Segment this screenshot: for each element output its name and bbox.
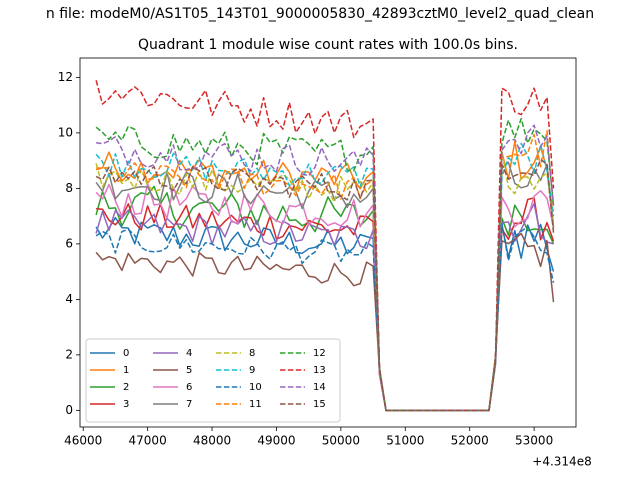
legend-label: 7	[186, 399, 192, 410]
legend-label: 8	[249, 348, 255, 359]
legend-label: 0	[123, 348, 129, 359]
legend-label: 2	[123, 382, 129, 393]
series-line-15	[95, 158, 555, 412]
legend-label: 13	[313, 365, 326, 376]
x-axis: 46000 47000 48000 49000 50000 51000 52000 53000	[64, 427, 553, 448]
y-tick-label: 0	[65, 403, 73, 417]
y-tick-label: 12	[58, 70, 73, 84]
y-tick-label: 4	[65, 292, 73, 306]
legend-label: 5	[186, 365, 192, 376]
x-tick-label: 53000	[515, 434, 553, 448]
series-layer	[95, 80, 555, 412]
chart-title: Quadrant 1 module wise count rates with …	[138, 37, 518, 53]
x-tick-label: 46000	[64, 434, 102, 448]
series-line-11	[95, 130, 555, 412]
x-tick-label: 48000	[193, 434, 231, 448]
y-tick-label: 8	[65, 181, 73, 195]
legend-label: 15	[313, 399, 326, 410]
figure-suptitle: n file: modeM0/AS1T05_143T01_9000005830_…	[46, 6, 594, 22]
x-tick-label: 51000	[386, 434, 424, 448]
plot-area	[79, 57, 577, 428]
x-tick-label: 50000	[322, 434, 360, 448]
x-tick-label: 52000	[451, 434, 489, 448]
legend-label: 4	[186, 348, 192, 359]
legend-box	[85, 338, 341, 423]
x-tick-label: 47000	[129, 434, 167, 448]
y-axis: 0 2 4 6 8 10 12	[58, 70, 80, 417]
y-tick-label: 2	[65, 347, 73, 361]
legend-label: 14	[313, 382, 326, 393]
y-tick-label: 10	[58, 125, 73, 139]
y-tick-label: 6	[65, 236, 73, 250]
x-axis-offset-label: +4.314e8	[532, 455, 591, 469]
legend-label: 10	[249, 382, 262, 393]
legend-label: 9	[249, 365, 255, 376]
legend-label: 11	[249, 399, 262, 410]
legend-label: 6	[186, 382, 192, 393]
axes-frame	[79, 57, 577, 428]
legend-label: 1	[123, 365, 129, 376]
legend-label: 3	[123, 399, 129, 410]
x-tick-label: 49000	[257, 434, 295, 448]
legend-label: 12	[313, 348, 326, 359]
